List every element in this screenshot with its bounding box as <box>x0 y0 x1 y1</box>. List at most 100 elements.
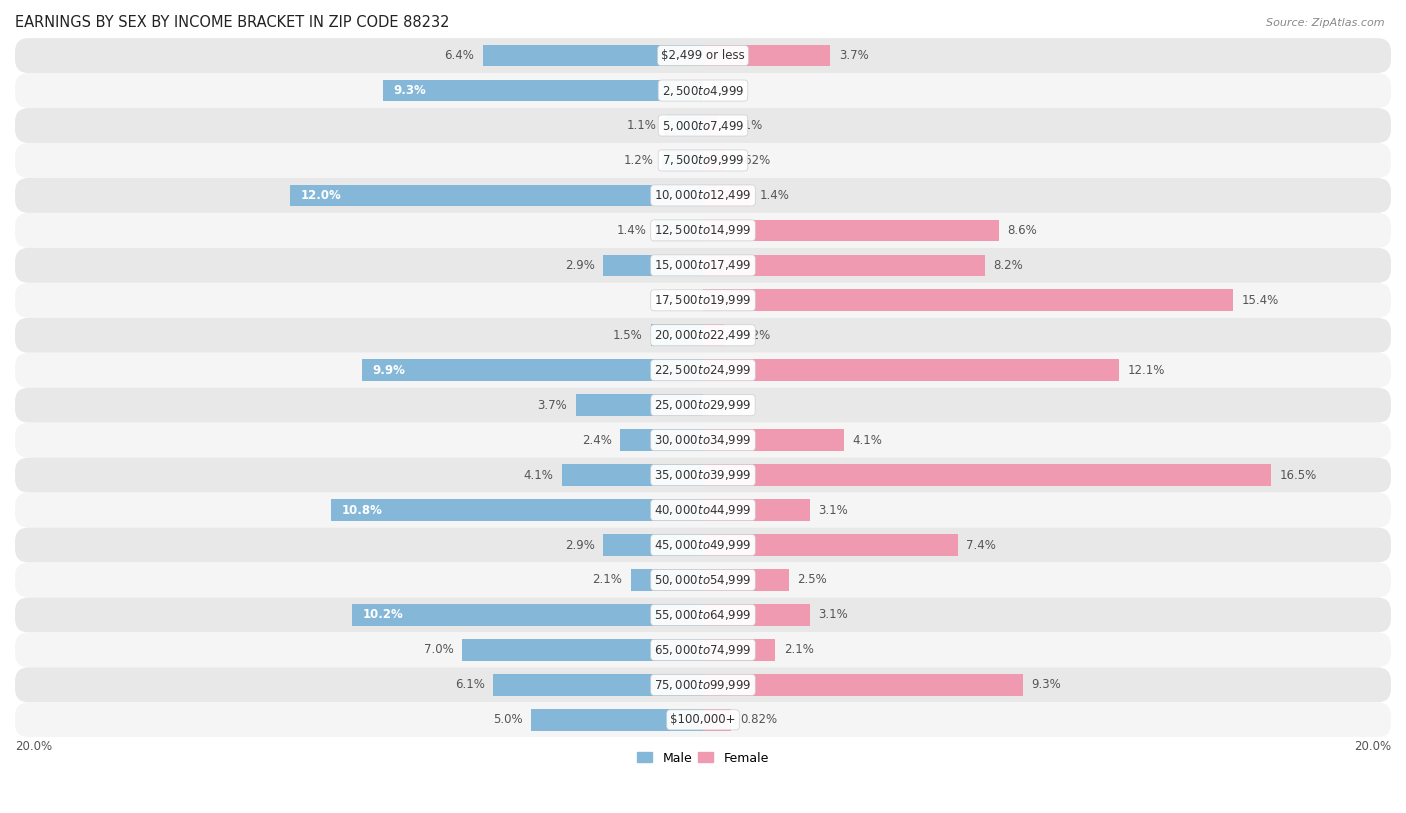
Bar <box>703 185 751 207</box>
FancyBboxPatch shape <box>15 178 1391 213</box>
FancyBboxPatch shape <box>15 143 1391 178</box>
Bar <box>631 569 703 591</box>
Bar <box>703 289 1233 311</box>
Text: $50,000 to $54,999: $50,000 to $54,999 <box>654 573 752 587</box>
Text: 10.8%: 10.8% <box>342 503 382 516</box>
Text: 2.4%: 2.4% <box>582 433 612 446</box>
Bar <box>575 394 703 416</box>
Text: 0.0%: 0.0% <box>711 398 741 411</box>
Text: 10.2%: 10.2% <box>363 608 404 621</box>
FancyBboxPatch shape <box>15 702 1391 737</box>
Text: 4.1%: 4.1% <box>523 468 554 481</box>
Text: 6.4%: 6.4% <box>444 49 474 62</box>
Bar <box>703 604 810 626</box>
Text: 15.4%: 15.4% <box>1241 293 1278 307</box>
Text: $25,000 to $29,999: $25,000 to $29,999 <box>654 398 752 412</box>
Text: 7.0%: 7.0% <box>423 643 454 656</box>
Bar <box>703 254 986 276</box>
Bar <box>703 674 1024 696</box>
Text: 9.3%: 9.3% <box>394 84 426 97</box>
FancyBboxPatch shape <box>15 493 1391 528</box>
Text: 8.2%: 8.2% <box>994 259 1024 272</box>
Text: 8.6%: 8.6% <box>1008 224 1038 237</box>
Bar <box>703 534 957 556</box>
Bar <box>703 45 831 67</box>
Text: 0.62%: 0.62% <box>733 154 770 167</box>
Text: 2.9%: 2.9% <box>565 538 595 551</box>
Text: 1.2%: 1.2% <box>623 154 654 167</box>
Bar <box>703 464 1271 486</box>
Bar <box>703 359 1119 381</box>
Text: $5,000 to $7,499: $5,000 to $7,499 <box>662 119 744 133</box>
Bar <box>620 429 703 451</box>
Text: 3.7%: 3.7% <box>537 398 567 411</box>
Text: 2.1%: 2.1% <box>592 573 623 586</box>
Bar <box>703 115 717 137</box>
Bar <box>703 569 789 591</box>
Text: 0.41%: 0.41% <box>725 119 763 132</box>
Text: 5.0%: 5.0% <box>492 713 523 726</box>
Text: 6.1%: 6.1% <box>454 678 485 691</box>
Bar <box>494 674 703 696</box>
Bar <box>655 220 703 241</box>
Text: 2.5%: 2.5% <box>797 573 827 586</box>
Text: $2,500 to $4,999: $2,500 to $4,999 <box>662 84 744 98</box>
Text: $45,000 to $49,999: $45,000 to $49,999 <box>654 538 752 552</box>
Bar <box>603 534 703 556</box>
Bar <box>703 220 998 241</box>
Bar <box>382 80 703 102</box>
Bar <box>703 709 731 731</box>
Text: $17,500 to $19,999: $17,500 to $19,999 <box>654 293 752 307</box>
Bar <box>363 359 703 381</box>
Bar <box>703 639 775 661</box>
Bar <box>562 464 703 486</box>
Text: $20,000 to $22,499: $20,000 to $22,499 <box>654 328 752 342</box>
FancyBboxPatch shape <box>15 108 1391 143</box>
FancyBboxPatch shape <box>15 388 1391 423</box>
Bar <box>703 429 844 451</box>
Bar <box>662 150 703 172</box>
FancyBboxPatch shape <box>15 213 1391 248</box>
Bar <box>651 324 703 346</box>
Text: $22,500 to $24,999: $22,500 to $24,999 <box>654 363 752 377</box>
Text: 3.1%: 3.1% <box>818 608 848 621</box>
Text: 1.1%: 1.1% <box>627 119 657 132</box>
Text: EARNINGS BY SEX BY INCOME BRACKET IN ZIP CODE 88232: EARNINGS BY SEX BY INCOME BRACKET IN ZIP… <box>15 15 450 30</box>
FancyBboxPatch shape <box>15 353 1391 388</box>
Text: $100,000+: $100,000+ <box>671 713 735 726</box>
Text: $55,000 to $64,999: $55,000 to $64,999 <box>654 608 752 622</box>
FancyBboxPatch shape <box>15 528 1391 563</box>
FancyBboxPatch shape <box>15 318 1391 353</box>
Text: 1.4%: 1.4% <box>616 224 647 237</box>
Bar <box>290 185 703 207</box>
Text: $35,000 to $39,999: $35,000 to $39,999 <box>654 468 752 482</box>
Text: 4.1%: 4.1% <box>852 433 883 446</box>
Text: 16.5%: 16.5% <box>1279 468 1316 481</box>
Bar <box>463 639 703 661</box>
Text: 20.0%: 20.0% <box>15 740 52 753</box>
Text: 2.9%: 2.9% <box>565 259 595 272</box>
Text: 0.0%: 0.0% <box>711 84 741 97</box>
Text: 2.1%: 2.1% <box>783 643 814 656</box>
Text: $40,000 to $44,999: $40,000 to $44,999 <box>654 503 752 517</box>
FancyBboxPatch shape <box>15 38 1391 73</box>
Text: 7.4%: 7.4% <box>966 538 995 551</box>
Bar <box>352 604 703 626</box>
Text: 1.5%: 1.5% <box>613 328 643 341</box>
Text: 9.3%: 9.3% <box>1032 678 1062 691</box>
FancyBboxPatch shape <box>15 598 1391 633</box>
Bar <box>703 150 724 172</box>
Bar <box>482 45 703 67</box>
Bar <box>603 254 703 276</box>
Text: 12.1%: 12.1% <box>1128 363 1166 376</box>
FancyBboxPatch shape <box>15 667 1391 702</box>
Bar <box>703 324 724 346</box>
FancyBboxPatch shape <box>15 458 1391 493</box>
Text: 12.0%: 12.0% <box>301 189 342 202</box>
Text: $10,000 to $12,499: $10,000 to $12,499 <box>654 189 752 202</box>
Text: Source: ZipAtlas.com: Source: ZipAtlas.com <box>1267 18 1385 28</box>
FancyBboxPatch shape <box>15 283 1391 318</box>
Text: $15,000 to $17,499: $15,000 to $17,499 <box>654 259 752 272</box>
FancyBboxPatch shape <box>15 423 1391 458</box>
Text: $30,000 to $34,999: $30,000 to $34,999 <box>654 433 752 447</box>
